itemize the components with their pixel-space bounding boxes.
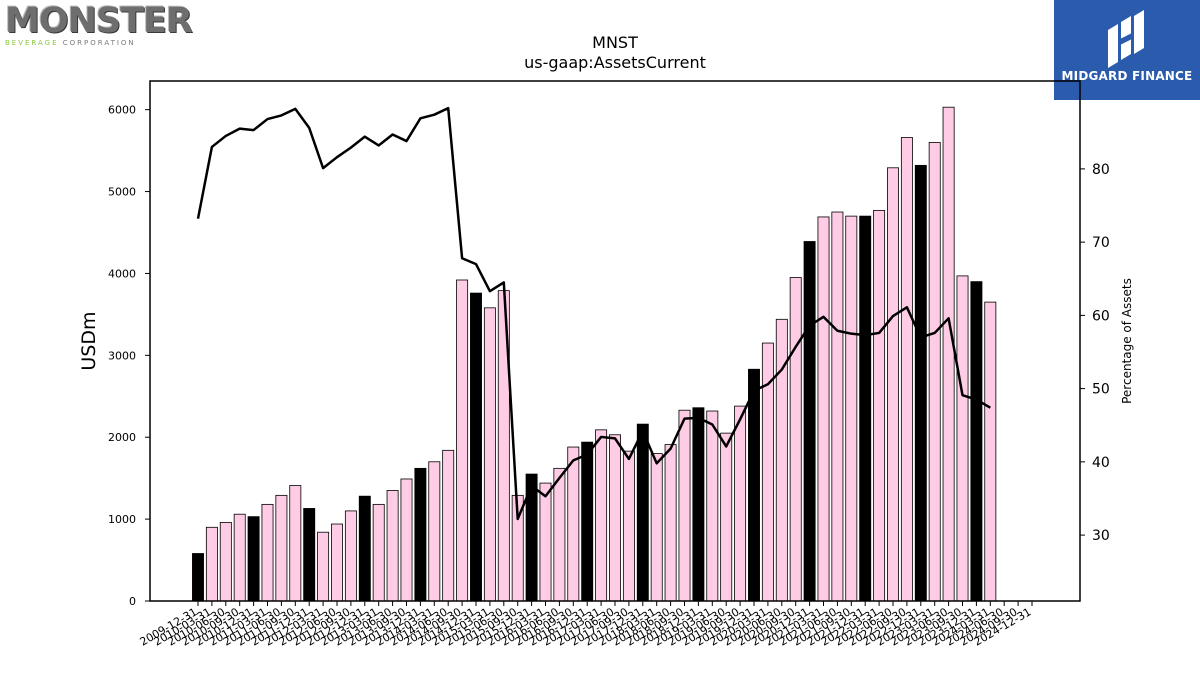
bar <box>984 301 997 602</box>
bar <box>734 405 747 602</box>
bar <box>970 281 983 602</box>
bar <box>261 503 274 602</box>
brand-logo-text: MIDGARD FINANCE <box>1061 69 1193 83</box>
y2-axis-label: Percentage of Assets <box>1120 278 1134 404</box>
chart-title: MNST <box>592 33 638 52</box>
bar <box>789 277 802 602</box>
bar <box>581 441 594 602</box>
company-logo-sub-a: BEVERAGE <box>5 39 59 47</box>
y2-tick-label: 40 <box>1092 455 1110 471</box>
company-logo-sub-b: CORPORATION <box>58 39 136 47</box>
bar <box>803 241 816 602</box>
bar <box>914 164 927 602</box>
bar <box>372 503 385 602</box>
company-logo-subtitle: BEVERAGE CORPORATION <box>5 39 165 47</box>
y-tick-label: 4000 <box>108 267 136 280</box>
bar <box>748 368 760 602</box>
bar <box>622 450 635 602</box>
y2-tick-label: 60 <box>1092 308 1110 324</box>
bar <box>956 275 969 602</box>
bar <box>400 478 413 602</box>
company-logo-wordmark: MONSTER <box>5 1 193 41</box>
bar <box>887 167 899 602</box>
bar <box>942 106 955 602</box>
y-tick-label: 5000 <box>108 186 136 199</box>
bar <box>317 531 330 602</box>
bar <box>219 521 232 602</box>
bar <box>567 446 580 602</box>
bar <box>247 516 260 602</box>
bar <box>233 513 246 602</box>
bar <box>831 211 844 602</box>
bar <box>483 307 496 602</box>
bar <box>470 292 482 602</box>
bar <box>442 449 455 602</box>
company-logo: MONSTER BEVERAGE CORPORATION <box>5 1 193 48</box>
bar <box>344 510 357 602</box>
bar <box>609 434 621 602</box>
bar <box>386 490 399 602</box>
bar <box>275 494 288 602</box>
bar <box>636 423 649 602</box>
bar <box>692 407 705 602</box>
bar <box>539 482 552 602</box>
bar <box>428 461 441 602</box>
y-tick-label: 2000 <box>108 431 136 444</box>
brand-logo: MIDGARD FINANCE <box>1054 0 1200 100</box>
bar <box>553 467 566 602</box>
y-tick-label: 6000 <box>108 104 136 117</box>
y-axis-label: USDm <box>78 311 100 370</box>
bar <box>873 209 886 602</box>
bar <box>900 137 913 602</box>
bar <box>650 453 663 602</box>
bar <box>817 216 830 602</box>
chart-subtitle: us-gaap:AssetsCurrent <box>524 53 706 72</box>
bar <box>928 142 941 602</box>
bar <box>358 495 371 602</box>
bar <box>414 467 427 602</box>
bar <box>706 410 719 602</box>
percentage-line <box>196 106 991 521</box>
bar <box>664 444 677 602</box>
brand-mark-icon <box>1108 10 1144 68</box>
y-tick-label: 3000 <box>108 349 136 362</box>
y2-tick-label: 50 <box>1092 382 1110 398</box>
y-tick-label: 0 <box>129 595 136 608</box>
y2-tick-label: 80 <box>1092 162 1110 178</box>
bar <box>845 215 858 602</box>
bar <box>859 215 872 602</box>
bar <box>289 485 302 602</box>
bar <box>720 432 733 602</box>
y2-tick-label: 70 <box>1092 235 1110 251</box>
bar <box>331 523 343 602</box>
bar <box>205 526 218 602</box>
bar <box>456 279 469 602</box>
bar <box>303 508 316 602</box>
y-tick-label: 1000 <box>108 513 136 526</box>
plot-frame <box>149 80 1081 602</box>
bar <box>595 429 608 602</box>
y2-tick-label: 30 <box>1092 528 1110 544</box>
bar <box>192 553 204 602</box>
bar <box>678 409 691 602</box>
